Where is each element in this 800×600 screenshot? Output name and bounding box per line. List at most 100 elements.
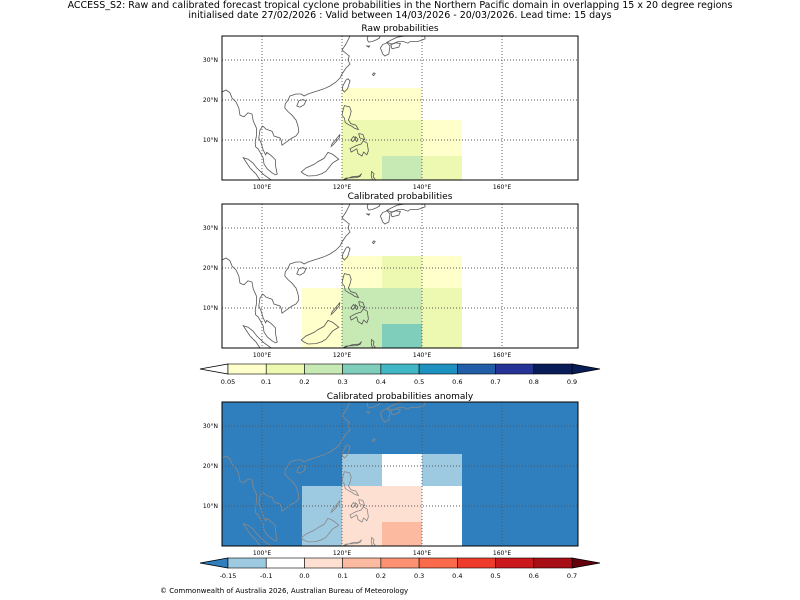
- colorbar-tick-label: 0.5: [414, 378, 424, 386]
- colorbar-swatch: [304, 363, 343, 375]
- colorbar-swatch: [227, 363, 267, 375]
- latitude-label: 30°N: [203, 57, 218, 64]
- colorbar-tick-label: 0.6: [529, 572, 539, 580]
- longitude-label: 160°E: [493, 550, 511, 557]
- coastline-island: [341, 444, 351, 459]
- probability-cell: [302, 288, 342, 348]
- figure-title-line1: ACCESS_S2: Raw and calibrated forecast t…: [67, 0, 733, 11]
- colorbar-swatch: [380, 363, 420, 375]
- longitude-label: 120°E: [333, 550, 351, 557]
- coastline-island: [330, 500, 341, 514]
- coastline-island: [300, 517, 340, 543]
- coastline-island: [390, 42, 401, 50]
- colorbar-tick-label: 0.1: [261, 378, 271, 386]
- coastline-island: [350, 501, 356, 509]
- colorbar-over-arrow: [571, 363, 601, 375]
- colorbar-tick-label: 0.05: [221, 378, 235, 386]
- coastline-island: [358, 301, 366, 309]
- coastline-island: [341, 105, 360, 131]
- coastline-island: [342, 341, 362, 348]
- coastline-mainland: [222, 204, 351, 344]
- coastline-island: [385, 36, 426, 45]
- colorbar-swatch: [457, 557, 496, 569]
- longitude-label: 120°E: [333, 184, 351, 191]
- figure-title-line2: initialised date 27/02/2026 : Valid betw…: [188, 10, 612, 21]
- colorbar-tick-label: -0.1: [260, 572, 273, 580]
- coastline-island: [349, 140, 369, 157]
- coastline-island: [242, 522, 272, 546]
- coastline-island: [296, 99, 307, 108]
- coastline-island: [350, 303, 356, 311]
- coastline: [222, 402, 426, 546]
- coastline-island: [342, 173, 362, 180]
- coastline-island: [390, 408, 401, 416]
- longitude-label: 100°E: [253, 550, 271, 557]
- colorbar-tick-label: 0.0: [299, 572, 309, 580]
- coastline-island: [350, 135, 356, 143]
- latitude-label: 10°N: [203, 305, 218, 312]
- colorbar-tick-label: 0.3: [337, 378, 347, 386]
- colorbar-tick-label: -0.15: [220, 572, 237, 580]
- coastline-island: [296, 465, 307, 474]
- probability-cell: [422, 156, 462, 180]
- colorbar-swatch: [495, 557, 535, 569]
- colorbar-swatch: [533, 363, 573, 375]
- colorbar-tick-label: 0.1: [337, 572, 347, 580]
- colorbar-tick-label: 0.7: [567, 572, 577, 580]
- coastline-island: [365, 45, 371, 48]
- colorbar-tick-label: 0.8: [529, 378, 539, 386]
- coastline-island: [349, 506, 369, 523]
- map-panel-2: 100°E 120°E 140°E 160°E 10°N 20°N 30°N: [203, 203, 579, 359]
- coastline-island: [379, 210, 391, 225]
- colorbar-tick-label: 0.2: [376, 572, 386, 580]
- colorbar-1: 0.05 0.1 0.2 0.3 0.4 0.5 0.6 0.7 0.8 0.9: [199, 363, 601, 386]
- map-panel-1: 100°E 120°E 140°E 160°E 10°N 20°N 30°N: [203, 35, 579, 191]
- panel-title-raw: Raw probabilities: [361, 24, 439, 34]
- colorbar-tick-label: 0.9: [567, 378, 577, 386]
- colorbar-2: -0.15 -0.1 0.0 0.1 0.2 0.3 0.4 0.5 0.6 0.7: [199, 557, 601, 580]
- coastline-island: [358, 133, 366, 141]
- coastline-mainland: [222, 402, 351, 542]
- longitude-label: 160°E: [493, 184, 511, 191]
- panel-title-calibrated: Calibrated probabilities: [347, 192, 453, 202]
- coastline-island: [371, 72, 376, 77]
- latitude-label: 10°N: [203, 503, 218, 510]
- probability-cell: [342, 454, 382, 486]
- coastline-island: [330, 302, 341, 316]
- graticule: [222, 204, 578, 348]
- longitude-label: 140°E: [413, 550, 431, 557]
- probability-cell: [422, 288, 462, 348]
- coastline: [222, 204, 426, 348]
- colorbar-swatch: [342, 557, 382, 569]
- probability-cell: [302, 486, 342, 546]
- colorbar-tick-label: 0.3: [414, 572, 424, 580]
- coastline-mainland: [222, 36, 351, 176]
- latitude-label: 30°N: [203, 423, 218, 430]
- coastline-island: [366, 402, 381, 409]
- coastline-island: [379, 42, 391, 57]
- colorbar-swatch: [380, 557, 420, 569]
- graticule: [222, 36, 578, 180]
- colorbar-swatch: [304, 557, 343, 569]
- probability-cell: [382, 522, 422, 546]
- colorbar-under-arrow: [199, 363, 229, 375]
- colorbar-swatch: [533, 557, 573, 569]
- coastline-island: [385, 204, 426, 213]
- colorbar-tick-label: 0.5: [490, 572, 500, 580]
- colorbar-swatch: [418, 363, 458, 375]
- coastline-island: [370, 536, 377, 546]
- longitude-label: 100°E: [253, 184, 271, 191]
- coastline-island: [354, 501, 359, 509]
- colorbar-tick-label: 0.4: [452, 572, 462, 580]
- coastline: [222, 36, 426, 180]
- latitude-label: 30°N: [203, 225, 218, 232]
- coastline-island: [370, 338, 377, 348]
- map-frame: [221, 401, 579, 547]
- longitude-label: 140°E: [413, 352, 431, 359]
- coastline-island: [342, 539, 362, 546]
- latitude-label: 20°N: [203, 463, 218, 470]
- coastline-island: [354, 303, 359, 311]
- probability-cell: [342, 88, 422, 120]
- colorbar-under-arrow: [199, 557, 229, 569]
